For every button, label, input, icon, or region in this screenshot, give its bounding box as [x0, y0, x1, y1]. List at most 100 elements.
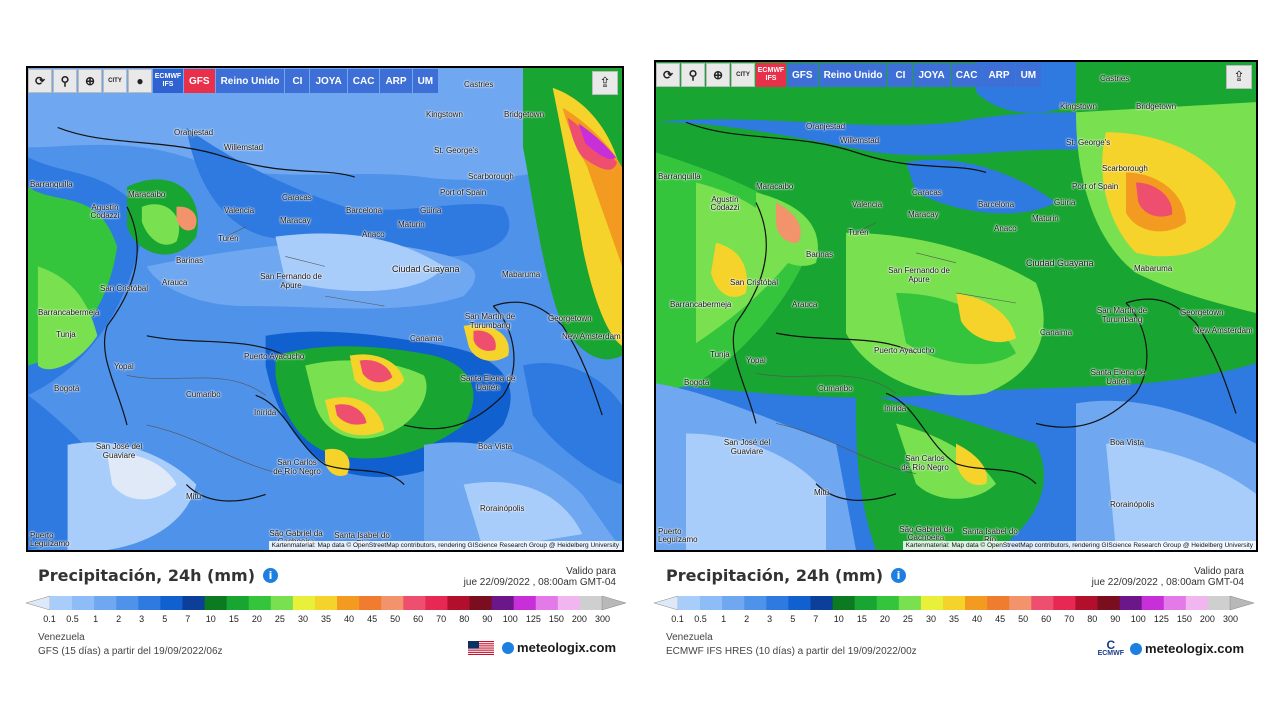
scale-swatch: [535, 596, 559, 610]
model-joya-button[interactable]: JOYA: [913, 63, 950, 87]
map-label: Güiria: [1054, 198, 1076, 207]
map-attribution: Kartenmaterial: Map data © OpenStreetMap…: [902, 541, 1256, 550]
model-um-button[interactable]: UM: [1015, 63, 1042, 87]
scale-tick-label: 150: [1176, 614, 1192, 624]
map-label: Maturin: [398, 220, 425, 229]
map-label: San José del Guaviare: [95, 442, 143, 460]
map-label: Barrancabermeja: [670, 300, 732, 309]
refresh-icon[interactable]: ⟳: [28, 69, 52, 93]
region-name: Venezuela: [38, 632, 85, 643]
model-gfs-button[interactable]: GFS: [787, 63, 818, 87]
scale-tick-label: 20: [251, 614, 262, 624]
map-label: Castries: [464, 80, 494, 89]
ecmwf-logo-text: ECMWF: [1097, 650, 1125, 657]
scale-tick-label: 35: [320, 614, 332, 624]
info-icon[interactable]: i: [891, 568, 907, 583]
map-label: Barinas: [176, 256, 204, 265]
scale-swatch: [854, 596, 878, 610]
legend-title-text: Precipitación, 24h (mm): [38, 566, 256, 585]
model-ukmo-button[interactable]: Reino Unido: [818, 63, 888, 87]
map-label: Barcelona: [978, 200, 1015, 209]
model-cac-button[interactable]: CAC: [347, 69, 380, 93]
map-label: Boa Vista: [1110, 438, 1145, 447]
scale-swatch: [810, 596, 834, 610]
scale-swatch: [314, 596, 338, 610]
scale-swatch: [920, 596, 944, 610]
map-label: New Amsterdam: [562, 332, 621, 341]
model-joya-button[interactable]: JOYA: [310, 69, 347, 93]
map-label: Agustín Codazzi: [90, 203, 120, 220]
scale-tick-label: 1: [93, 614, 99, 624]
map-label: Inírida: [254, 408, 277, 417]
scale-arrow-high: [601, 595, 626, 611]
brand-name: meteologix.com: [1145, 641, 1244, 656]
scale-tick-label: 0.1: [43, 614, 56, 624]
city-toggle[interactable]: CITY: [103, 69, 127, 93]
map-label: Mitú: [814, 488, 830, 497]
model-ukmo-button[interactable]: Reino Unido: [215, 69, 285, 93]
scale-tick-label: 90: [1110, 614, 1121, 624]
map-label: San Fernando de Apure: [260, 272, 322, 290]
scale-swatch: [722, 596, 745, 610]
map-label: Puerto Ayacucho: [874, 346, 935, 355]
model-arp-button[interactable]: ARP: [380, 69, 412, 93]
scale-arrow-low: [26, 595, 51, 611]
scale-tick-label: 200: [571, 614, 587, 624]
map-label: Bogotá: [54, 384, 80, 393]
map-label: Mitú: [186, 492, 202, 501]
map-label: Barcelona: [346, 206, 383, 215]
scale-tick-label: 80: [1087, 614, 1098, 624]
map-label: Turén: [848, 228, 869, 237]
ecmwf-panel: ⟳ ⚲ ⊕ CITY ECMWF IFS GFS Reino Unido CI …: [654, 0, 1258, 720]
scale-tick-label: 300: [1222, 614, 1238, 624]
model-ecmwf-button[interactable]: ECMWF IFS: [756, 63, 786, 87]
ecmwf-logo-icon: C: [1106, 638, 1116, 652]
brand[interactable]: C ECMWF meteologix.com: [1097, 638, 1244, 657]
scale-swatch: [987, 596, 1010, 610]
refresh-icon[interactable]: ⟳: [656, 63, 680, 87]
map-label: New Amsterdam: [1194, 326, 1253, 335]
model-arp-button[interactable]: ARP: [983, 63, 1015, 87]
info-icon[interactable]: i: [263, 568, 279, 583]
precipitation-map[interactable]: ⟳ ⚲ ⊕ CITY ● ECMWF IFS GFS Reino Unido C…: [26, 66, 624, 552]
model-ecmwf-button[interactable]: ECMWF IFS: [153, 69, 183, 93]
map-label: Ciudad Guayana: [392, 264, 460, 274]
scale-tick-label: 50: [390, 614, 401, 624]
location-pin-icon[interactable]: ⚲: [53, 69, 77, 93]
scale-swatch: [292, 596, 316, 610]
zoom-icon[interactable]: ⊕: [706, 63, 730, 87]
scale-swatch: [876, 596, 900, 610]
scale-tick-label: 0.5: [66, 614, 79, 624]
map-label: San Cristóbal: [100, 284, 149, 293]
dark-mode-icon[interactable]: ●: [128, 69, 152, 93]
map-label: Willemstad: [840, 136, 880, 145]
model-cac-button[interactable]: CAC: [950, 63, 983, 87]
model-gfs-button[interactable]: GFS: [184, 69, 215, 93]
scale-tick-label: 35: [948, 614, 960, 624]
model-ci-button[interactable]: CI: [285, 69, 310, 93]
share-icon[interactable]: ⇪: [592, 71, 618, 95]
brand[interactable]: meteologix.com: [468, 640, 616, 655]
scale-ticks: 0.1 0.5 1 2 3 5 7 10 15 20 25 30 35 40 45 50 60 70 80 90 100…: [666, 614, 1242, 626]
model-um-button[interactable]: UM: [412, 69, 439, 93]
precipitation-map[interactable]: ⟳ ⚲ ⊕ CITY ECMWF IFS GFS Reino Unido CI …: [654, 60, 1258, 552]
scale-tick-label: 40: [344, 614, 355, 624]
share-icon[interactable]: ⇪: [1226, 65, 1252, 89]
map-label: San Cristóbal: [730, 278, 779, 287]
city-toggle[interactable]: CITY: [731, 63, 755, 87]
map-label: Valencia: [852, 200, 883, 209]
model-ci-button[interactable]: CI: [888, 63, 913, 87]
map-label: Maturin: [1032, 214, 1059, 223]
map-label: Puerto Leguízamo: [30, 531, 70, 548]
scale-swatch: [1031, 596, 1054, 610]
scale-tick-label: 70: [1064, 614, 1075, 624]
location-pin-icon[interactable]: ⚲: [681, 63, 705, 87]
map-label: Arauca: [792, 300, 818, 309]
scale-tick-label: 100: [502, 614, 518, 624]
scale-tick-label: 80: [459, 614, 470, 624]
scale-swatch: [965, 596, 988, 610]
scale-swatch: [1119, 596, 1143, 610]
scale-tick-label: 45: [995, 614, 1006, 624]
zoom-icon[interactable]: ⊕: [78, 69, 102, 93]
scale-tick-label: 3: [767, 614, 773, 624]
